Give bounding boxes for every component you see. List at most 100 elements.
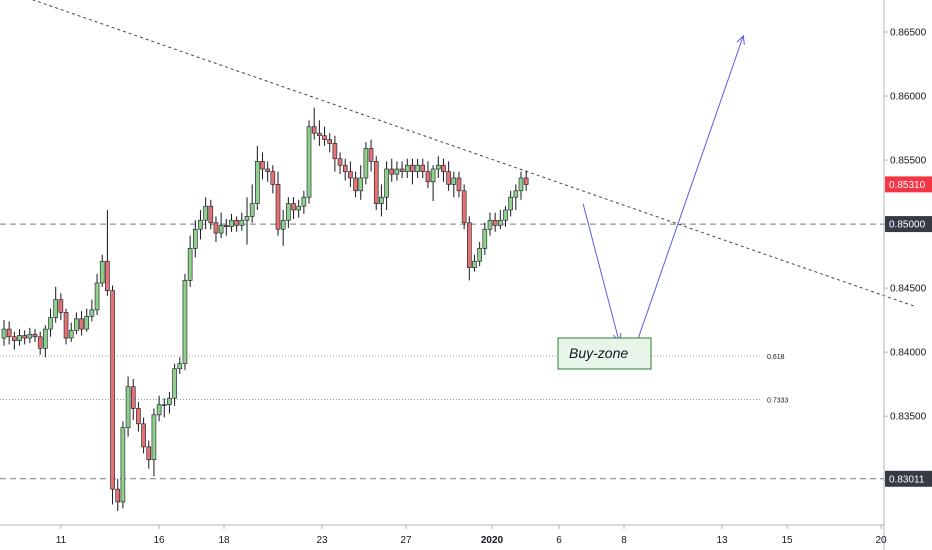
candle-body-66 (342, 164, 348, 172)
candle-body-52 (270, 171, 276, 185)
price-tag-0 (885, 176, 932, 193)
fib-label-1: 0.7333 (767, 398, 789, 405)
candle-body-80 (415, 164, 420, 172)
candle-body-6 (32, 333, 38, 338)
candle-body-101 (523, 177, 529, 185)
candle-body-67 (348, 171, 353, 179)
candle-body-19 (99, 260, 105, 284)
candle-body-84 (435, 164, 441, 170)
candle-body-77 (399, 168, 405, 172)
horizontal-levels (0, 223, 884, 480)
candle-body-81 (420, 164, 426, 172)
candle-body-49 (255, 161, 260, 204)
projection-arrow-1[interactable] (634, 35, 744, 349)
candle-body-47 (244, 216, 250, 221)
candle-body-64 (332, 143, 338, 160)
candle-body-24 (125, 386, 131, 428)
y-tick-label-4: 0.84500 (890, 284, 927, 295)
candle-body-31 (161, 404, 167, 406)
candle-body-79 (410, 164, 415, 172)
candle-body-78 (404, 164, 410, 172)
candle-body-29 (151, 414, 157, 460)
candle-body-98 (508, 196, 513, 211)
candle-body-87 (451, 177, 457, 185)
candle-body-54 (280, 219, 286, 230)
candle-body-65 (337, 158, 343, 166)
candle-body-83 (430, 168, 436, 183)
candle-body-91 (472, 260, 477, 268)
x-tick-label-0: 11 (56, 535, 67, 546)
candle-body-2 (12, 336, 17, 341)
candle-body-48 (249, 203, 255, 217)
candle-body-13 (68, 330, 74, 339)
candle-body-17 (89, 309, 95, 317)
price-tag-1 (885, 216, 932, 233)
candle-body-96 (498, 219, 503, 226)
candle-body-85 (441, 164, 446, 172)
candle-body-70 (363, 148, 369, 179)
candle-body-16 (84, 315, 90, 330)
candle-body-94 (487, 219, 493, 230)
plot-background (0, 0, 884, 525)
price-tags: 0.85310 0.85000 0.83011 (885, 176, 932, 487)
x-tick-label-9: 15 (781, 535, 793, 546)
y-tick-label-1: 0.86000 (890, 92, 927, 103)
candle-body-97 (503, 209, 508, 221)
candle-body-36 (187, 248, 193, 281)
x-tick-label-4: 27 (400, 535, 412, 546)
candle-body-50 (260, 161, 265, 170)
y-axis-ticks: 0.86500 0.86000 0.85500 0.85000 0.84500 0.840… (884, 28, 927, 487)
candle-body-100 (518, 177, 524, 192)
candle-body-8 (43, 328, 48, 349)
y-tick-label-6: 0.83500 (890, 412, 927, 423)
candle-body-89 (461, 190, 467, 224)
candle-body-57 (296, 205, 301, 211)
candle-body-60 (311, 126, 317, 134)
trendline[interactable] (4, 0, 915, 307)
x-tick-label-7: 8 (621, 535, 627, 546)
candle-body-82 (425, 171, 431, 183)
fib-label-0: 0.618 (767, 354, 785, 361)
x-tick-label-6: 6 (556, 535, 562, 546)
candle-body-14 (74, 318, 79, 331)
buy-zone-annotation: Buy-zone (557, 337, 652, 370)
candle-body-68 (353, 177, 358, 192)
projection-arrow-0[interactable] (582, 203, 620, 343)
candle-body-42 (218, 225, 224, 234)
candle-body-59 (306, 126, 312, 198)
candle-body-53 (275, 184, 281, 230)
x-tick-label-2: 18 (218, 535, 230, 546)
candle-body-71 (368, 148, 374, 162)
candle-body-72 (373, 161, 379, 204)
candle-body-25 (130, 386, 136, 409)
price-tag-2 (885, 470, 932, 487)
candle-body-4 (22, 335, 27, 339)
candle-body-0 (1, 328, 7, 339)
candle-body-88 (456, 177, 462, 192)
candle-body-38 (198, 219, 203, 230)
candle-body-92 (477, 248, 482, 262)
x-tick-label-5: 2020 (481, 535, 504, 546)
candle-body-51 (265, 168, 270, 172)
candle-body-33 (172, 368, 177, 399)
candle-body-23 (120, 427, 126, 503)
candle-body-56 (291, 203, 296, 211)
candle-body-74 (384, 168, 389, 198)
candle-body-30 (156, 404, 162, 416)
trendline-group (4, 0, 915, 307)
candle-body-37 (192, 228, 198, 249)
candle-body-22 (115, 488, 121, 503)
candle-body-35 (182, 280, 188, 364)
projection-arrows (582, 34, 745, 349)
candle-body-63 (327, 139, 333, 144)
candle-body-34 (177, 363, 183, 370)
candle-body-10 (53, 299, 59, 318)
price-tag-label-0: 0.85310 (889, 180, 926, 191)
y-tick-label-5: 0.84000 (890, 348, 927, 359)
x-tick-label-8: 13 (716, 535, 728, 546)
candle-body-93 (482, 228, 488, 249)
candle-body-76 (394, 168, 400, 175)
candle-body-86 (446, 171, 451, 185)
y-tick-label-2: 0.85500 (890, 156, 927, 167)
